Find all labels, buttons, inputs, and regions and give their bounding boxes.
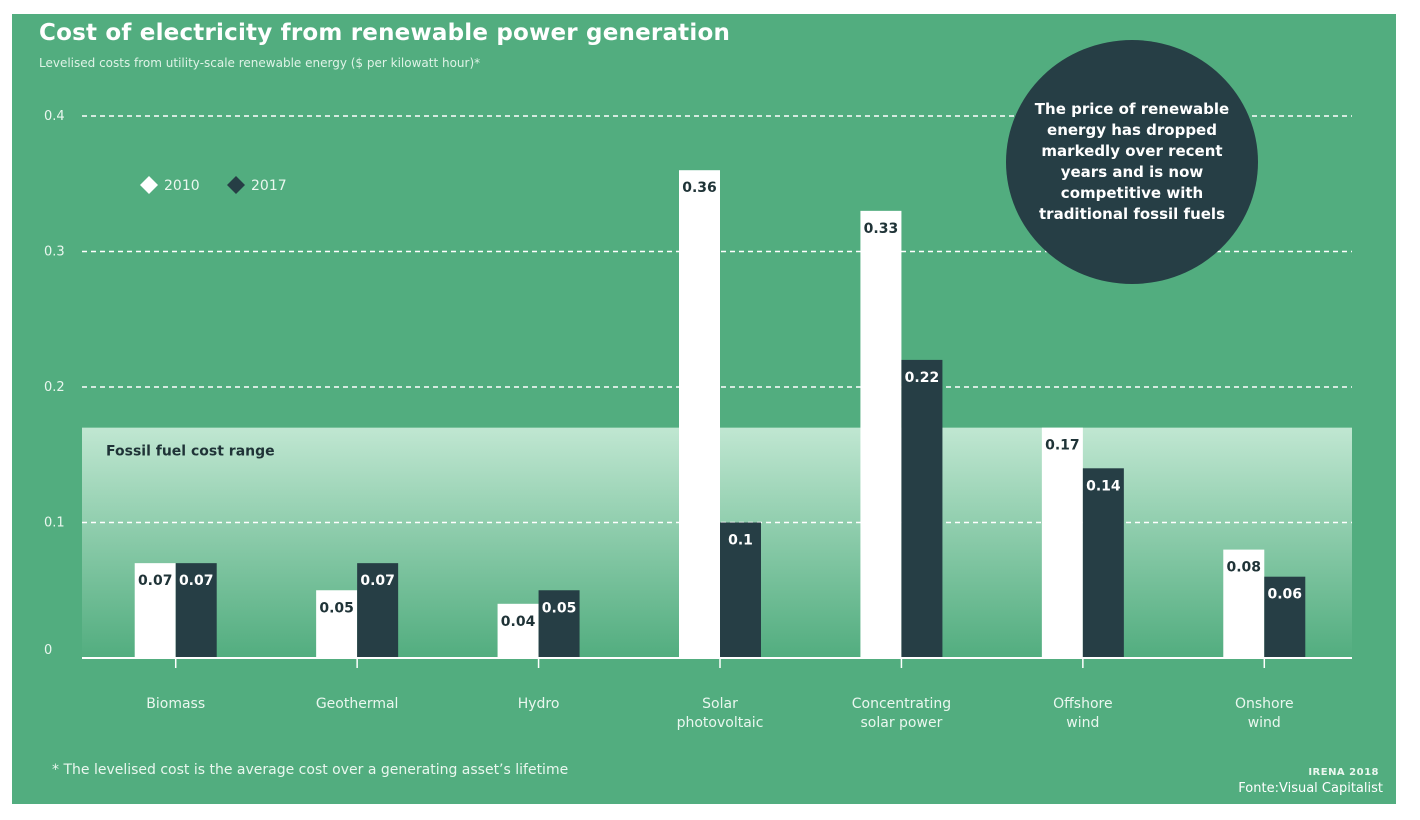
bar-2017: [175, 563, 217, 658]
x-tick-label: Solar: [702, 696, 738, 712]
callout-text: The price of renewable energy has droppe…: [1034, 100, 1230, 223]
bars: 0.07 0.07 0.05 0.07 0.04 0.05 0.36 0.1 0.33 0.22 0…: [134, 170, 1306, 658]
bar-2017: [1082, 468, 1124, 658]
legend-label: 2017: [251, 178, 287, 194]
x-tick-label: Geothermal: [316, 696, 399, 712]
x-tick-label: Hydro: [518, 696, 560, 712]
chart-subtitle: Levelised costs from utility-scale renew…: [39, 56, 481, 70]
bar-2017: [1264, 576, 1306, 658]
bar-value-label: 0.05: [542, 600, 577, 616]
bar-2010: [860, 210, 902, 658]
bar-2010: [134, 563, 176, 658]
x-tick-label: wind: [1066, 715, 1099, 731]
y-tick-label: 0.4: [44, 109, 65, 124]
chart-title: Cost of electricity from renewable power…: [39, 20, 731, 46]
fossil-fuel-range-label: Fossil fuel cost range: [106, 444, 275, 460]
y-tick-label: 0: [44, 643, 52, 658]
x-tick-label: Biomass: [146, 696, 205, 712]
x-tick-label: solar power: [861, 715, 943, 731]
footnote: * The levelised cost is the average cost…: [52, 762, 569, 778]
bar-value-label: 0.33: [864, 221, 899, 237]
bar-value-label: 0.14: [1086, 478, 1121, 494]
bar-value-label: 0.22: [905, 370, 940, 386]
callout-circle: The price of renewable energy has droppe…: [1006, 40, 1258, 284]
bar-value-label: 0.04: [501, 614, 536, 630]
source-credit: Fonte:Visual Capitalist: [1238, 781, 1383, 796]
legend: 2010 2017: [140, 176, 287, 194]
x-axis-labels: Biomass Geothermal Hydro Solar photovoltaic C…: [146, 658, 1294, 731]
bar-2010: [316, 590, 358, 658]
x-tick-label: wind: [1248, 715, 1281, 731]
legend-swatch-2017: [227, 176, 245, 194]
legend-label: 2010: [164, 178, 200, 194]
bar-value-label: 0.07: [179, 573, 214, 589]
bar-2010: [679, 170, 720, 658]
y-tick-label: 0.1: [44, 516, 65, 531]
y-axis-ticks: 0 0.1 0.2 0.3 0.4: [44, 109, 65, 658]
bar-value-label: 0.08: [1227, 560, 1262, 576]
bar-value-label: 0.06: [1268, 587, 1303, 603]
x-tick-label: Onshore: [1235, 696, 1294, 712]
x-tick-label: Concentrating: [852, 696, 951, 712]
source-org: IRENA 2018: [1308, 767, 1379, 778]
bar-value-label: 0.05: [319, 600, 354, 616]
bar-value-label: 0.1: [728, 533, 753, 549]
bar-value-label: 0.07: [360, 573, 395, 589]
x-tick-label: Offshore: [1053, 696, 1112, 712]
bar-2017: [720, 522, 761, 658]
y-tick-label: 0.3: [44, 245, 65, 260]
bar-2017: [357, 563, 399, 658]
bar-2010: [1041, 427, 1083, 658]
bar-value-label: 0.36: [682, 180, 717, 196]
bar-2010: [1223, 549, 1265, 658]
bar-value-label: 0.07: [138, 573, 173, 589]
bar-2010: [497, 603, 539, 658]
y-tick-label: 0.2: [44, 380, 65, 395]
bar-2017: [901, 359, 943, 658]
bar-value-label: 0.17: [1045, 438, 1080, 454]
legend-swatch-2010: [140, 176, 158, 194]
x-tick-label: photovoltaic: [677, 715, 764, 731]
bar-2017: [538, 590, 580, 658]
